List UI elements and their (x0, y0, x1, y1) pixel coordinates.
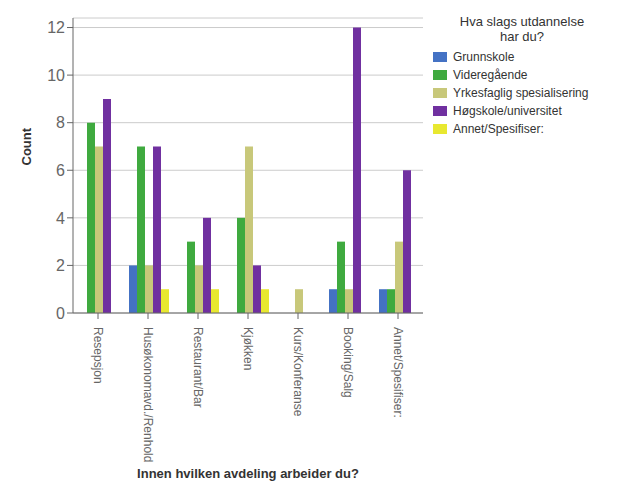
html-text:har du?: har du? (500, 29, 544, 44)
html-text:Yrkesfaglig spesialisering: Yrkesfaglig spesialisering (453, 86, 589, 100)
svg-text:8: 8 (56, 114, 65, 131)
html-text:Høgskole/universitet: Høgskole/universitet (453, 104, 562, 118)
svg-text:0: 0 (56, 305, 65, 322)
svg-text:Count: Count (19, 127, 34, 165)
svg-text:4: 4 (56, 210, 65, 227)
html-text:Hva slags utdannelse: Hva slags utdannelse (459, 14, 585, 29)
html-text:Videregående: Videregående (453, 68, 528, 82)
svg-text:Annet/Spesifiser:: Annet/Spesifiser: (391, 327, 405, 418)
html-text:Grunnskole: Grunnskole (453, 50, 515, 64)
svg-text:Kurs/Konferanse: Kurs/Konferanse (291, 327, 305, 417)
svg-text:Restaurant/Bar: Restaurant/Bar (191, 327, 205, 408)
svg-text:Booking/Salg: Booking/Salg (341, 327, 355, 398)
svg-text:Resepsjon: Resepsjon (91, 327, 105, 384)
svg-text:Kjøkken: Kjøkken (241, 327, 255, 370)
html-text:Annet/Spesifiser:: Annet/Spesifiser: (453, 122, 544, 136)
svg-text:Husøkonomavd./Renhold: Husøkonomavd./Renhold (141, 327, 155, 462)
svg-text:Innen hvilken avdeling arbeide: Innen hvilken avdeling arbeider du? (137, 466, 359, 481)
svg-text:10: 10 (47, 67, 65, 84)
svg-text:6: 6 (56, 162, 65, 179)
svg-text:2: 2 (56, 257, 65, 274)
svg-text:12: 12 (47, 19, 65, 36)
